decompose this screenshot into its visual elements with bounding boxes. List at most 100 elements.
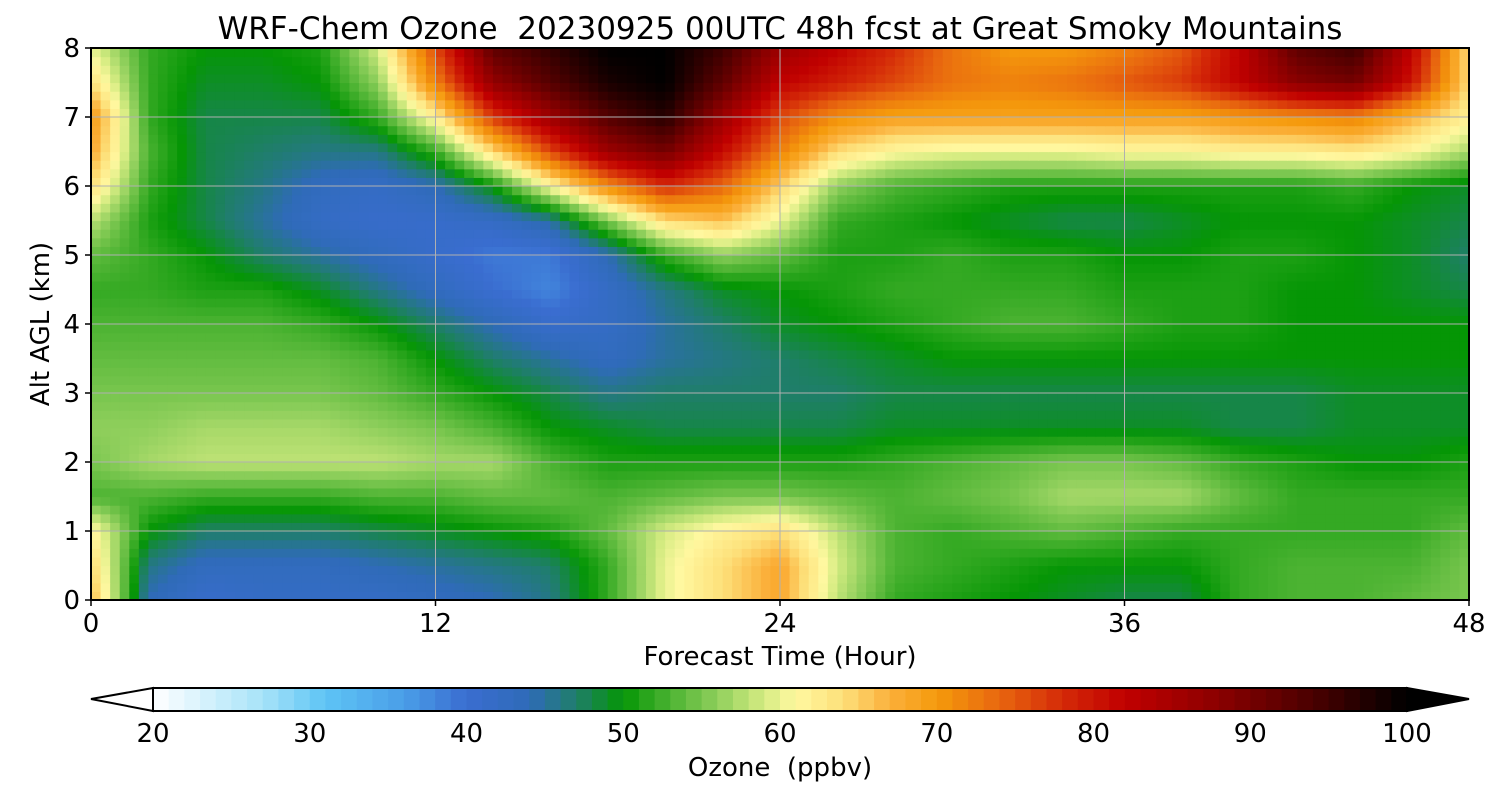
heatmap-cell xyxy=(875,306,886,316)
heatmap-cell xyxy=(827,410,839,420)
heatmap-cell xyxy=(1028,401,1039,411)
heatmap-cell xyxy=(1162,565,1173,575)
heatmap-cell xyxy=(559,556,571,567)
heatmap-cell xyxy=(1210,349,1221,360)
heatmap-cell xyxy=(1181,332,1193,342)
heatmap-cell xyxy=(646,582,657,592)
heatmap-cell xyxy=(138,367,150,377)
heatmap-cell xyxy=(1114,453,1126,463)
heatmap-cell xyxy=(157,410,169,420)
heatmap-cell xyxy=(406,349,417,360)
heatmap-cell xyxy=(579,496,590,506)
heatmap-cell xyxy=(445,410,456,420)
heatmap-cell xyxy=(904,556,915,567)
heatmap-cell xyxy=(1430,462,1441,472)
heatmap-cell xyxy=(1000,574,1011,584)
heatmap-cell xyxy=(665,591,676,600)
heatmap-cell xyxy=(846,548,858,558)
heatmap-cell xyxy=(1382,384,1394,394)
heatmap-cell xyxy=(1181,444,1193,454)
heatmap-cell xyxy=(1162,436,1173,446)
heatmap-cell xyxy=(1306,556,1317,567)
heatmap-cell xyxy=(1210,375,1221,385)
heatmap-cell xyxy=(799,479,810,489)
heatmap-cell xyxy=(177,298,188,308)
heatmap-cell xyxy=(1277,513,1288,523)
heatmap-cell xyxy=(684,401,695,411)
heatmap-cell xyxy=(244,444,255,454)
heatmap-cell xyxy=(1373,462,1384,472)
heatmap-cell xyxy=(1268,496,1279,506)
heatmap-cell xyxy=(1143,496,1154,506)
heatmap-cell xyxy=(445,306,456,316)
heatmap-cell xyxy=(1220,556,1231,567)
heatmap-cell xyxy=(837,531,848,541)
heatmap-cell xyxy=(1325,332,1336,342)
heatmap-cell xyxy=(626,315,638,325)
heatmap-cell xyxy=(110,375,121,385)
heatmap-cell xyxy=(693,496,705,506)
heatmap-cell xyxy=(703,556,714,567)
heatmap-cell xyxy=(349,453,360,463)
heatmap-cell xyxy=(1344,531,1355,541)
heatmap-cell xyxy=(1009,306,1020,316)
heatmap-cell xyxy=(492,306,504,316)
heatmap-cell xyxy=(636,556,647,567)
heatmap-cell xyxy=(349,548,360,558)
heatmap-cell xyxy=(846,401,858,411)
heatmap-cell xyxy=(492,393,504,403)
heatmap-cell xyxy=(1134,375,1145,385)
heatmap-cell xyxy=(244,384,255,394)
heatmap-cell xyxy=(617,444,628,454)
heatmap-cell xyxy=(358,548,370,558)
heatmap-cell xyxy=(320,582,331,592)
heatmap-cell xyxy=(875,324,886,334)
heatmap-cell xyxy=(1143,470,1154,480)
heatmap-cell xyxy=(875,582,886,592)
heatmap-cell xyxy=(167,522,178,532)
heatmap-cell xyxy=(780,375,791,385)
heatmap-cell xyxy=(894,349,905,360)
heatmap-cell xyxy=(540,574,551,584)
heatmap-cell xyxy=(1363,384,1374,394)
heatmap-cell xyxy=(1229,479,1240,489)
heatmap-cell xyxy=(1191,332,1202,342)
heatmap-cell xyxy=(713,298,724,308)
heatmap-cell xyxy=(91,375,102,385)
heatmap-cell xyxy=(406,315,417,325)
heatmap-cell xyxy=(846,393,858,403)
heatmap-cell xyxy=(129,453,140,463)
heatmap-cell xyxy=(473,306,484,316)
heatmap-cell xyxy=(875,332,886,342)
heatmap-cell xyxy=(674,591,685,600)
heatmap-cell xyxy=(1229,341,1240,351)
heatmap-cell xyxy=(186,298,197,308)
heatmap-cell xyxy=(1239,574,1250,584)
heatmap-cell xyxy=(789,522,800,532)
heatmap-cell xyxy=(129,418,140,429)
heatmap-cell xyxy=(1382,453,1394,463)
heatmap-cell xyxy=(894,324,905,334)
heatmap-cell xyxy=(1277,522,1288,532)
heatmap-cell xyxy=(196,341,207,351)
heatmap-cell xyxy=(1105,582,1116,592)
heatmap-cell xyxy=(445,539,456,549)
heatmap-cell xyxy=(1067,384,1078,394)
heatmap-cell xyxy=(636,332,647,342)
heatmap-cell xyxy=(445,418,456,429)
heatmap-cell xyxy=(760,375,772,385)
heatmap-cell xyxy=(607,306,618,316)
heatmap-cell xyxy=(110,574,121,584)
heatmap-cell xyxy=(1181,436,1193,446)
heatmap-cell xyxy=(933,341,944,351)
heatmap-cell xyxy=(1402,358,1413,368)
heatmap-cell xyxy=(330,513,341,523)
heatmap-cell xyxy=(722,513,733,523)
heatmap-cell xyxy=(1038,462,1049,472)
heatmap-cell xyxy=(502,358,513,368)
heatmap-cell xyxy=(1067,315,1078,325)
heatmap-cell xyxy=(1105,453,1116,463)
heatmap-cell xyxy=(1114,375,1126,385)
heatmap-cell xyxy=(961,539,972,549)
heatmap-cell xyxy=(942,565,953,575)
